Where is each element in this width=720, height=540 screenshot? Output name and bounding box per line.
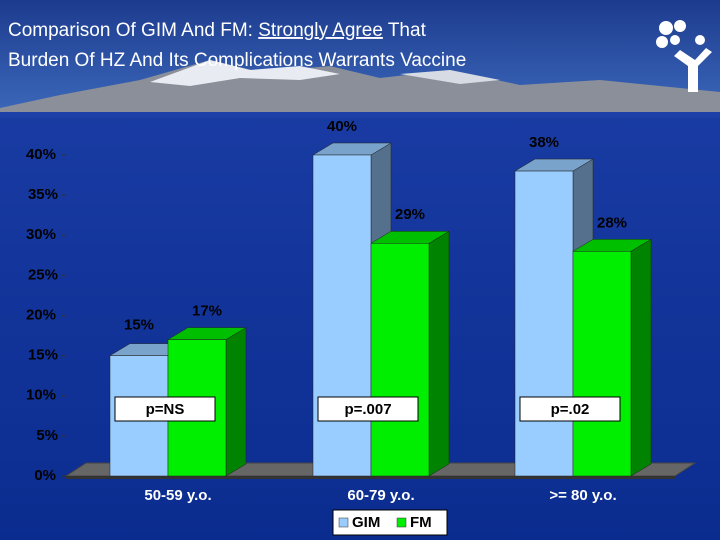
value-label: 28% bbox=[597, 214, 627, 231]
bar bbox=[514, 170, 574, 477]
annotation-box bbox=[317, 396, 419, 422]
chart-title: Comparison Of GIM And FM: Strongly Agree… bbox=[8, 20, 466, 71]
x-tick-label: 50-59 y.o. bbox=[144, 487, 211, 504]
y-tick-label: 25% bbox=[28, 266, 58, 283]
y-tick-label: 0% bbox=[34, 467, 56, 484]
title-part: Burden Of HZ And Its Complications Warra… bbox=[8, 50, 466, 71]
legend-box bbox=[332, 509, 448, 536]
legend-label: GIM bbox=[352, 514, 380, 531]
x-tick-label: 60-79 y.o. bbox=[347, 487, 414, 504]
header-image bbox=[0, 0, 720, 118]
bar bbox=[312, 154, 372, 477]
title-part: Comparison Of GIM And FM: bbox=[8, 20, 258, 41]
legend-label: FM bbox=[410, 514, 432, 531]
bar bbox=[572, 251, 632, 477]
legend-swatch bbox=[396, 517, 407, 528]
legend-swatch bbox=[338, 517, 349, 528]
bar-side bbox=[630, 238, 652, 477]
annotation-box bbox=[519, 396, 621, 422]
value-label: 38% bbox=[529, 134, 559, 151]
value-label: 15% bbox=[124, 317, 154, 334]
annotation: p=.02 bbox=[551, 401, 590, 418]
y-tick-label: 40% bbox=[26, 146, 56, 163]
bar bbox=[370, 243, 430, 477]
value-label: 40% bbox=[327, 118, 357, 135]
annotation-box bbox=[114, 396, 216, 422]
x-tick-label: >= 80 y.o. bbox=[549, 487, 616, 504]
bar-side bbox=[225, 327, 247, 477]
legend: GIM FM bbox=[332, 509, 448, 536]
value-label: 17% bbox=[192, 303, 222, 320]
annotation: p=.007 bbox=[344, 401, 391, 418]
annotation: p=NS bbox=[146, 401, 185, 418]
y-tick-label: 5% bbox=[36, 427, 58, 444]
logo bbox=[656, 20, 712, 92]
y-tick-label: 10% bbox=[26, 387, 56, 404]
title-emphasis: Strongly Agree bbox=[258, 20, 383, 41]
bar-side bbox=[428, 230, 450, 477]
value-label: 29% bbox=[395, 206, 425, 223]
y-tick-label: 15% bbox=[28, 347, 58, 364]
y-tick-label: 30% bbox=[26, 226, 56, 243]
floor-edge bbox=[66, 476, 675, 479]
y-tick-label: 20% bbox=[26, 306, 56, 323]
title-part: That bbox=[383, 20, 427, 41]
y-tick-label: 35% bbox=[28, 186, 58, 203]
